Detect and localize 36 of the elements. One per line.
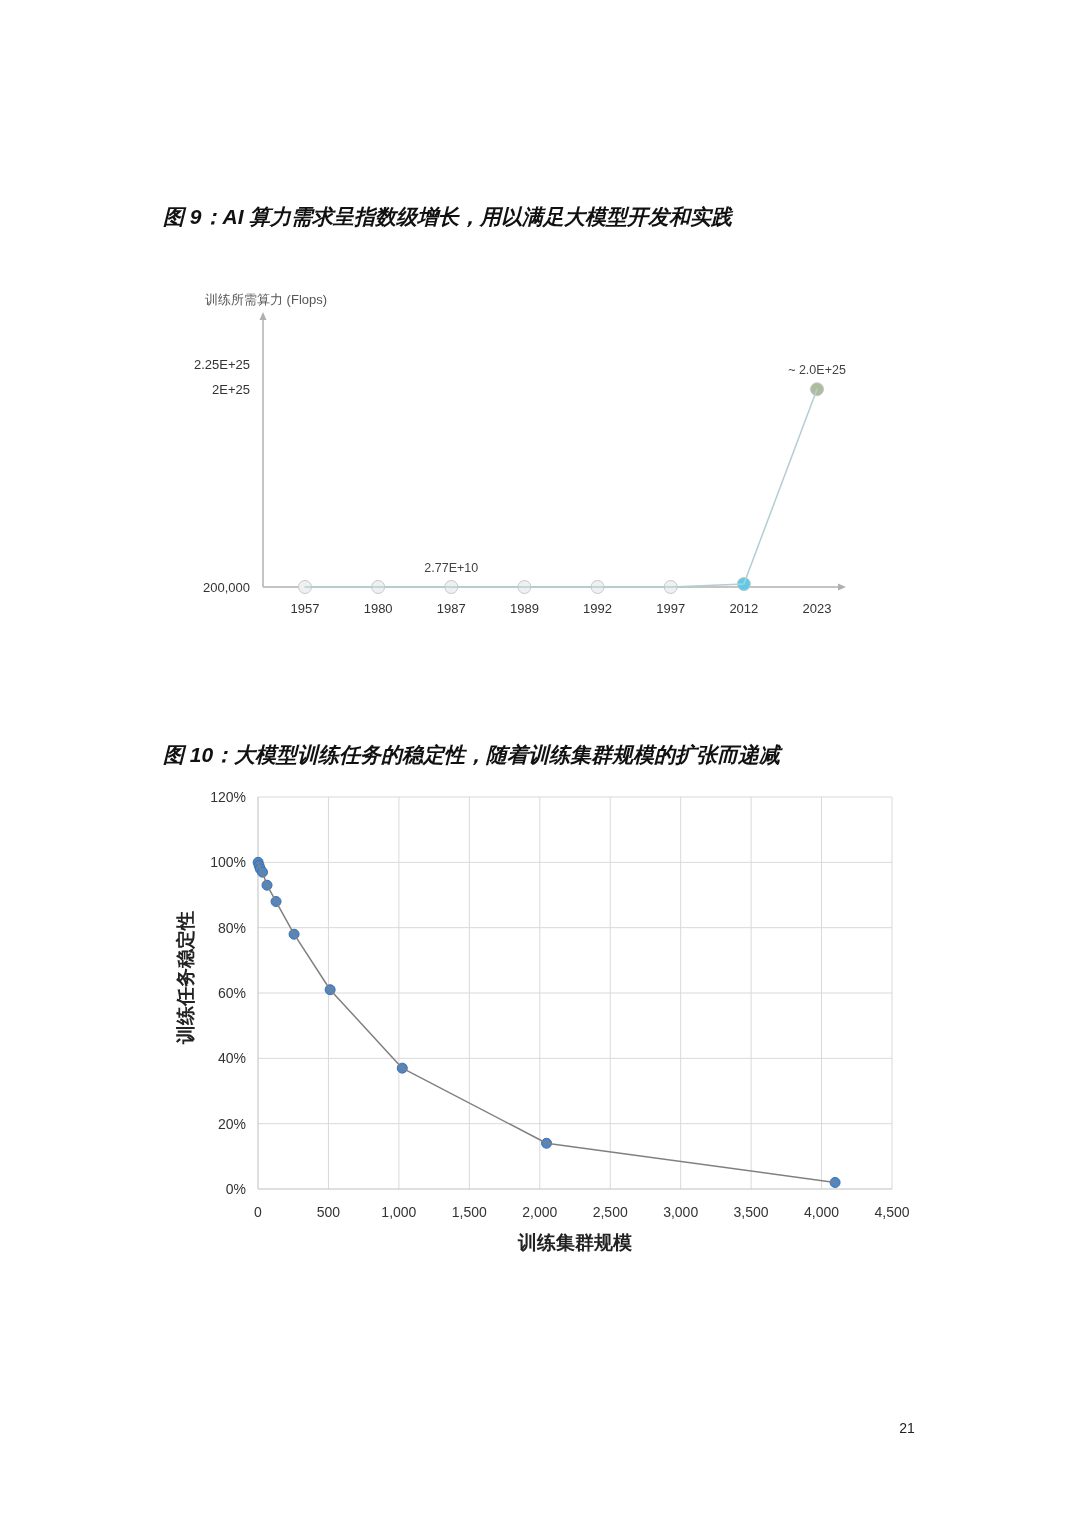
- x-tick-label: 2,000: [522, 1204, 558, 1221]
- y-tick-label: 2E+25: [212, 381, 250, 397]
- x-axis-title: 训练集群规模: [518, 1231, 632, 1253]
- y-tick-label: 200,000: [203, 579, 250, 595]
- x-tick-label: 500: [316, 1204, 341, 1221]
- x-tick-label: 1989: [509, 600, 539, 616]
- y-tick-label: 20%: [217, 1115, 246, 1132]
- x-tick-label: 4,500: [874, 1204, 910, 1221]
- x-tick-label: 1,500: [451, 1204, 487, 1221]
- y-axis-title: 训练所需算力 (Flops): [205, 291, 328, 307]
- y-tick-label: 100%: [210, 854, 246, 871]
- x-tick-label: 3,000: [663, 1204, 699, 1221]
- x-tick-label: 1992: [583, 600, 613, 616]
- x-tick-label: 1957: [290, 600, 320, 616]
- note: 21: [899, 1420, 915, 1437]
- y-tick-label: 60%: [217, 985, 246, 1002]
- x-tick-label: 1980: [363, 600, 393, 616]
- y-tick-label: 2.25E+25: [193, 357, 250, 373]
- x-tick-label: 1997: [656, 600, 686, 616]
- x-tick-label: 3,500: [733, 1204, 769, 1221]
- x-tick-label: 1,000: [381, 1204, 417, 1221]
- y-tick-label: 120%: [210, 789, 246, 806]
- x-tick-label: 1987: [436, 600, 466, 616]
- y-tick-label: 40%: [217, 1050, 246, 1067]
- title: 图 10：大模型训练任务的稳定性，随着训练集群规模的扩张而递减: [163, 743, 781, 766]
- y-tick-label: 80%: [217, 919, 246, 936]
- value-label: 2.77E+10: [424, 561, 479, 575]
- title: 图 9：AI 算力需求呈指数级增长，用以满足大模型开发和实践: [163, 205, 733, 228]
- x-tick-label: 0: [254, 1204, 262, 1221]
- value-label: ~ 2.0E+25: [788, 363, 846, 378]
- x-tick-label: 4,000: [804, 1204, 840, 1221]
- y-tick-label: 0%: [225, 1181, 246, 1198]
- x-tick-label: 2,500: [592, 1204, 628, 1221]
- x-tick-label: 2023: [802, 600, 832, 616]
- x-tick-label: 2012: [729, 600, 759, 616]
- y-axis-title: 训练任务稳定性: [174, 910, 196, 1044]
